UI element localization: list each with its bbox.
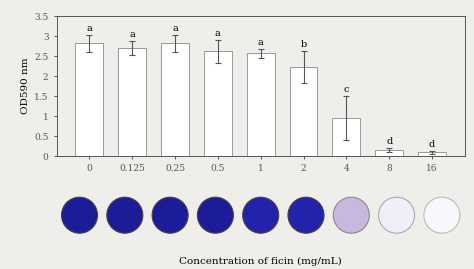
Y-axis label: OD590 nm: OD590 nm xyxy=(21,58,30,114)
Text: a: a xyxy=(129,30,135,39)
Bar xyxy=(247,53,274,156)
Bar xyxy=(418,153,446,156)
Bar xyxy=(118,48,146,156)
Text: d: d xyxy=(386,137,392,146)
Text: a: a xyxy=(172,23,178,33)
Bar xyxy=(161,43,189,156)
Text: Concentration of ficin (mg/mL): Concentration of ficin (mg/mL) xyxy=(179,257,342,266)
Bar xyxy=(332,118,360,156)
Bar xyxy=(375,150,403,156)
Text: a: a xyxy=(215,29,221,38)
Text: d: d xyxy=(429,140,435,149)
Text: a: a xyxy=(258,37,264,47)
Text: b: b xyxy=(301,40,307,49)
Bar xyxy=(290,67,318,156)
Text: c: c xyxy=(344,85,349,94)
Bar xyxy=(75,43,103,156)
Text: a: a xyxy=(86,23,92,33)
Bar xyxy=(204,51,232,156)
